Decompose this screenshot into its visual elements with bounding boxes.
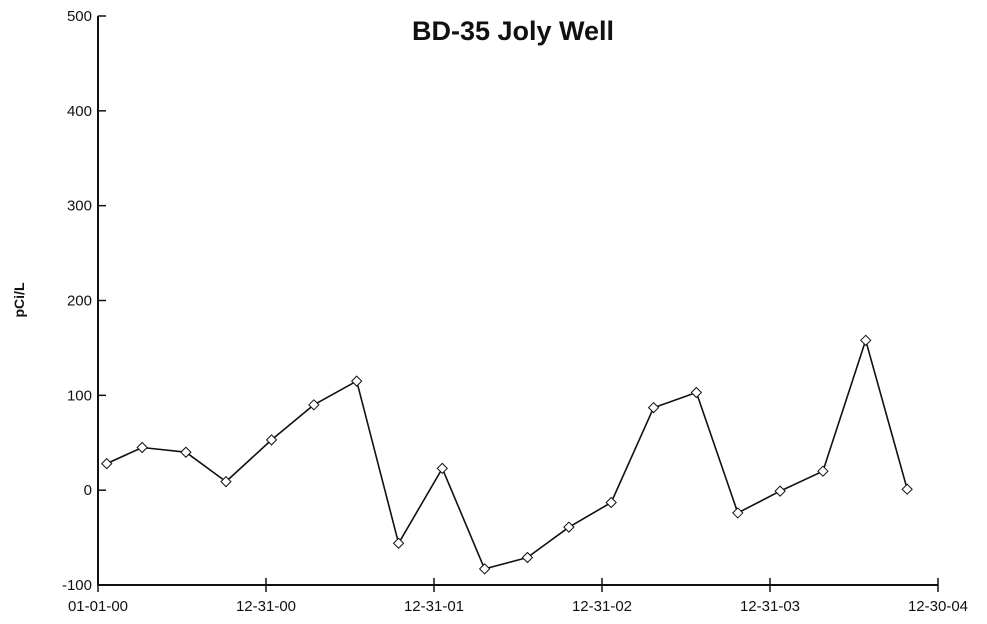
data-point-marker	[690, 386, 703, 399]
data-point-marker	[180, 446, 192, 458]
data-point-marker	[392, 537, 405, 549]
data-point-marker	[478, 563, 491, 575]
chart-title: BD-35 Joly Well	[412, 16, 614, 46]
x-tick-label: 12-30-04	[908, 598, 968, 615]
x-tick-label: 12-31-03	[740, 598, 800, 615]
y-tick-label: 200	[67, 293, 92, 310]
x-tick-label: 01-01-00	[68, 598, 128, 615]
data-point-marker	[521, 551, 534, 564]
data-point-marker	[220, 475, 232, 488]
y-tick-label: 100	[67, 387, 92, 404]
x-tick-label: 12-31-01	[404, 598, 464, 615]
data-point-marker	[308, 399, 320, 411]
data-point-marker	[563, 521, 575, 533]
data-point-marker	[436, 462, 448, 475]
x-tick-label: 12-31-00	[236, 598, 296, 615]
data-point-marker	[732, 507, 744, 519]
y-tick-label: 0	[84, 482, 92, 499]
y-axis-ticks: -100 0 100 200 300 400 500	[62, 8, 106, 594]
data-point-marker	[350, 375, 363, 387]
data-point-marker	[647, 401, 660, 414]
data-point-marker	[817, 465, 829, 477]
y-tick-label: 500	[67, 8, 92, 25]
data-point-marker	[136, 441, 148, 454]
y-axis-label: pCi/L	[11, 282, 27, 317]
series-group	[101, 334, 913, 575]
data-point-marker	[101, 457, 113, 470]
data-point-marker	[774, 485, 786, 497]
data-point-marker	[860, 334, 872, 347]
x-axis-ticks: 01-01-00 12-31-00 12-31-01 12-31-02 12-31-03…	[68, 578, 968, 615]
axes	[97, 16, 938, 586]
data-point-marker	[265, 434, 278, 446]
y-tick-label: 300	[67, 198, 92, 215]
y-tick-label: 400	[67, 103, 92, 120]
data-point-marker	[901, 483, 913, 495]
series-line	[106, 339, 908, 570]
data-point-marker	[605, 496, 617, 509]
x-tick-label: 12-31-02	[572, 598, 632, 615]
y-tick-label: -100	[62, 577, 92, 594]
